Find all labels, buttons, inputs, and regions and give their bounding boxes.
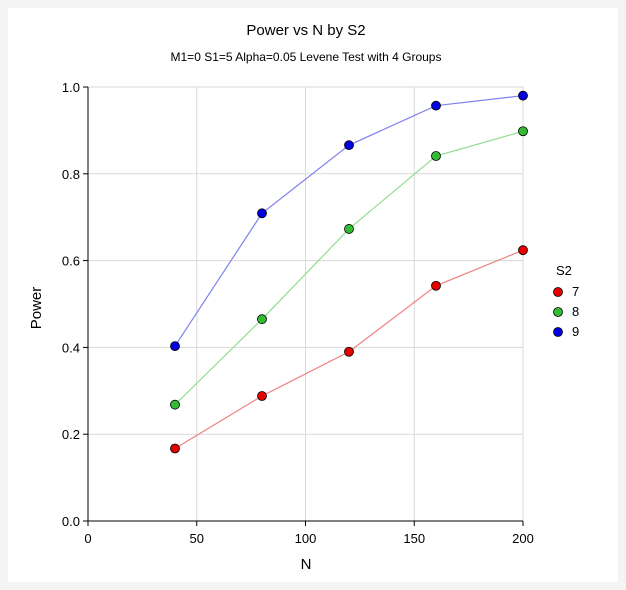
legend-label-7: 7 bbox=[572, 284, 579, 299]
legend-label-8: 8 bbox=[572, 304, 579, 319]
series-line-9 bbox=[174, 95, 524, 347]
series-line-8 bbox=[174, 130, 524, 406]
data-point-8 bbox=[431, 151, 441, 161]
x-tick-label: 100 bbox=[295, 531, 317, 546]
data-point-7 bbox=[518, 245, 528, 256]
chart-frame: Power vs N by S2 M1=0 S1=5 Alpha=0.05 Le… bbox=[8, 8, 618, 582]
legend-title: S2 bbox=[556, 263, 572, 278]
y-tick-label: 0.0 bbox=[62, 514, 80, 529]
x-axis-label: N bbox=[301, 556, 312, 573]
chart-subtitle: M1=0 S1=5 Alpha=0.05 Levene Test with 4 … bbox=[171, 50, 442, 64]
axes: 0 50 100 150 200 0.0 0.2 0.4 0.6 0.8 1.0 bbox=[62, 80, 534, 546]
power-chart: Power vs N by S2 M1=0 S1=5 Alpha=0.05 Le… bbox=[28, 22, 579, 573]
x-tick-label: 200 bbox=[512, 531, 534, 546]
x-tick-label: 50 bbox=[190, 531, 204, 546]
data-point-7 bbox=[170, 443, 180, 454]
data-point-9 bbox=[518, 90, 528, 101]
series bbox=[170, 90, 528, 454]
chart-title: Power vs N by S2 bbox=[246, 22, 365, 39]
data-point-8 bbox=[257, 314, 267, 325]
y-tick-label: 0.8 bbox=[62, 167, 80, 182]
legend-marker-9 bbox=[553, 327, 563, 337]
data-point-7 bbox=[344, 346, 354, 357]
data-point-9 bbox=[344, 140, 354, 151]
legend: 7 8 9 bbox=[553, 284, 579, 339]
data-point-9 bbox=[257, 208, 267, 219]
legend-label-9: 9 bbox=[572, 324, 579, 339]
data-point-8 bbox=[344, 224, 354, 234]
grid bbox=[88, 86, 524, 521]
data-point-8 bbox=[518, 126, 528, 137]
data-point-8 bbox=[170, 399, 180, 410]
y-tick-label: 1.0 bbox=[62, 80, 80, 95]
x-tick-label: 150 bbox=[403, 531, 425, 546]
data-point-7 bbox=[431, 280, 441, 291]
y-tick-label: 0.2 bbox=[62, 427, 80, 442]
data-point-7 bbox=[257, 391, 267, 401]
data-point-9 bbox=[431, 100, 441, 111]
data-point-9 bbox=[170, 341, 180, 351]
x-tick-label: 0 bbox=[84, 531, 91, 546]
y-tick-label: 0.6 bbox=[62, 254, 80, 269]
legend-marker-7 bbox=[553, 287, 563, 297]
y-tick-label: 0.4 bbox=[62, 340, 80, 355]
legend-marker-8 bbox=[553, 307, 563, 317]
y-axis-label: Power bbox=[28, 287, 45, 330]
